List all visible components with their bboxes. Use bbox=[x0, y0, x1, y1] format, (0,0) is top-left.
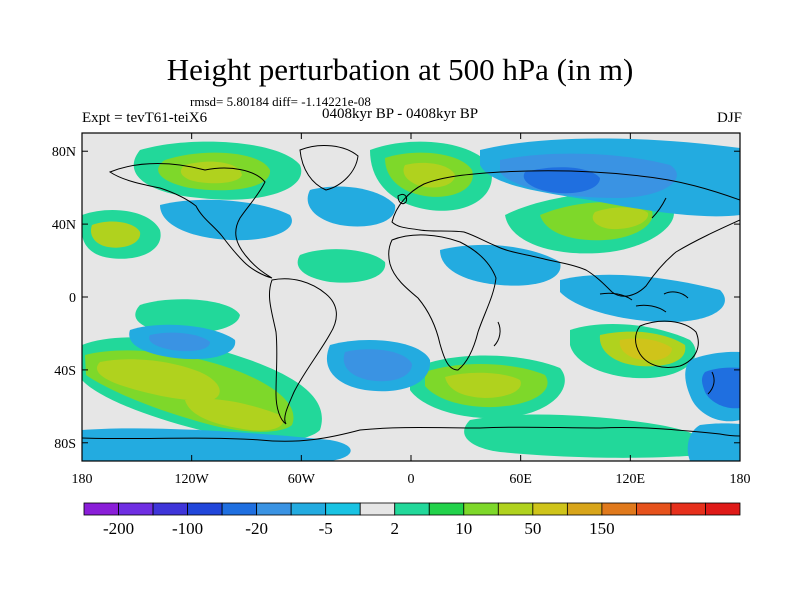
colorbar-label: -20 bbox=[245, 519, 268, 538]
colorbar-box bbox=[566, 502, 603, 516]
colorbar-box bbox=[497, 502, 534, 516]
period-label: 0408kyr BP - 0408kyr BP bbox=[322, 106, 479, 122]
anomaly-region-pos bbox=[464, 414, 708, 458]
anomaly-region-pos bbox=[592, 207, 649, 230]
latitude-axis: 80N 40N 0 40S 80S bbox=[52, 145, 740, 452]
continent-outline bbox=[388, 234, 497, 371]
colorbar-labels: -200 -100 -20 -5 2 10 50 150 bbox=[103, 519, 615, 538]
colorbar-box bbox=[463, 502, 499, 516]
island-outline bbox=[493, 321, 501, 347]
anomaly-region-pos bbox=[90, 221, 141, 248]
colorbar-label: 150 bbox=[589, 519, 615, 538]
island-outline bbox=[663, 291, 689, 299]
anomaly-region-pos bbox=[96, 359, 220, 401]
anomaly-region-pos bbox=[135, 299, 240, 334]
experiment-label: Expt = tevT61-teiX6 bbox=[82, 110, 208, 126]
colorbar-box bbox=[428, 502, 465, 516]
stats-line: rmsd= 5.80184 diff= -1.14221e-08 bbox=[190, 94, 371, 109]
anomaly-region-neg bbox=[687, 423, 740, 461]
anomaly-region-neg bbox=[307, 186, 396, 227]
lat-tick-label: 80S bbox=[54, 437, 76, 452]
colorbar-box bbox=[118, 502, 154, 516]
lon-tick-label: 0 bbox=[408, 472, 415, 487]
colorbar-box bbox=[601, 502, 637, 516]
map-title: Height perturbation at 500 hPa (in m) bbox=[166, 52, 634, 87]
map-panel: 80N 40N 0 40S 80S 180 120W 60W 0 60E 120E 180 bbox=[52, 132, 751, 487]
colorbar-box bbox=[532, 502, 568, 516]
colorbar: -200 -100 -20 -5 2 10 50 150 bbox=[83, 502, 741, 538]
continent-outline bbox=[269, 278, 337, 425]
anomaly-region-neg bbox=[343, 349, 412, 382]
lon-tick-label: 60W bbox=[288, 472, 316, 487]
island-outline bbox=[635, 304, 667, 313]
colorbar-box bbox=[290, 502, 327, 516]
anomaly-region-pos bbox=[180, 161, 242, 184]
anomaly-region-neg bbox=[160, 199, 292, 241]
colorbar-label: -100 bbox=[172, 519, 203, 538]
season-label: DJF bbox=[716, 110, 742, 126]
coastlines bbox=[82, 144, 740, 442]
island-outline bbox=[599, 292, 633, 301]
continent-outline bbox=[299, 144, 359, 191]
colorbar-box bbox=[152, 502, 188, 516]
colorbar-box bbox=[221, 502, 258, 516]
anomaly-region-pos bbox=[403, 162, 455, 188]
island-outline bbox=[397, 193, 407, 205]
colorbar-boxes bbox=[83, 502, 741, 516]
colorbar-box bbox=[636, 502, 672, 516]
colorbar-label: 10 bbox=[455, 519, 472, 538]
lat-tick-label: 0 bbox=[69, 291, 76, 306]
colorbar-box bbox=[359, 502, 396, 516]
longitude-axis: 180 120W 60W 0 60E 120E 180 bbox=[72, 133, 751, 487]
colorbar-box bbox=[83, 502, 119, 516]
lon-tick-label: 120E bbox=[616, 472, 646, 487]
colorbar-box bbox=[670, 502, 706, 516]
colorbar-box bbox=[187, 502, 223, 516]
lon-tick-label: 120W bbox=[175, 472, 210, 487]
lon-tick-label: 180 bbox=[72, 472, 93, 487]
island-outline bbox=[651, 197, 667, 219]
anomaly-region-pos bbox=[619, 338, 672, 361]
continent-outline bbox=[82, 426, 740, 442]
anomaly-region-neg bbox=[560, 274, 725, 322]
anomaly-region-neg bbox=[440, 244, 561, 286]
lon-tick-label: 60E bbox=[509, 472, 532, 487]
colorbar-label: -5 bbox=[319, 519, 333, 538]
lat-tick-label: 40N bbox=[52, 218, 76, 233]
anomaly-region-neg bbox=[523, 167, 600, 194]
anomaly-region-pos bbox=[445, 372, 521, 398]
anomaly-region-neg bbox=[149, 332, 210, 352]
colorbar-box bbox=[394, 502, 430, 516]
lon-tick-label: 180 bbox=[730, 472, 751, 487]
anomaly-region-pos bbox=[297, 249, 386, 283]
anomaly-region-neg bbox=[701, 367, 740, 409]
continent-outline bbox=[391, 170, 740, 297]
continent-outline bbox=[635, 320, 699, 368]
anomaly-region-neg bbox=[82, 428, 351, 461]
lat-tick-label: 80N bbox=[52, 145, 76, 160]
colorbar-label: -200 bbox=[103, 519, 134, 538]
island-outline bbox=[707, 371, 715, 395]
colorbar-box bbox=[256, 502, 292, 516]
lat-tick-label: 40S bbox=[54, 364, 76, 379]
anomaly-contour-fields bbox=[82, 138, 740, 461]
colorbar-box bbox=[705, 502, 741, 516]
continent-outline bbox=[108, 163, 273, 279]
colorbar-box bbox=[325, 502, 361, 516]
anomaly-region-pos bbox=[185, 398, 284, 431]
colorbar-label: 2 bbox=[390, 519, 399, 538]
colorbar-label: 50 bbox=[524, 519, 541, 538]
